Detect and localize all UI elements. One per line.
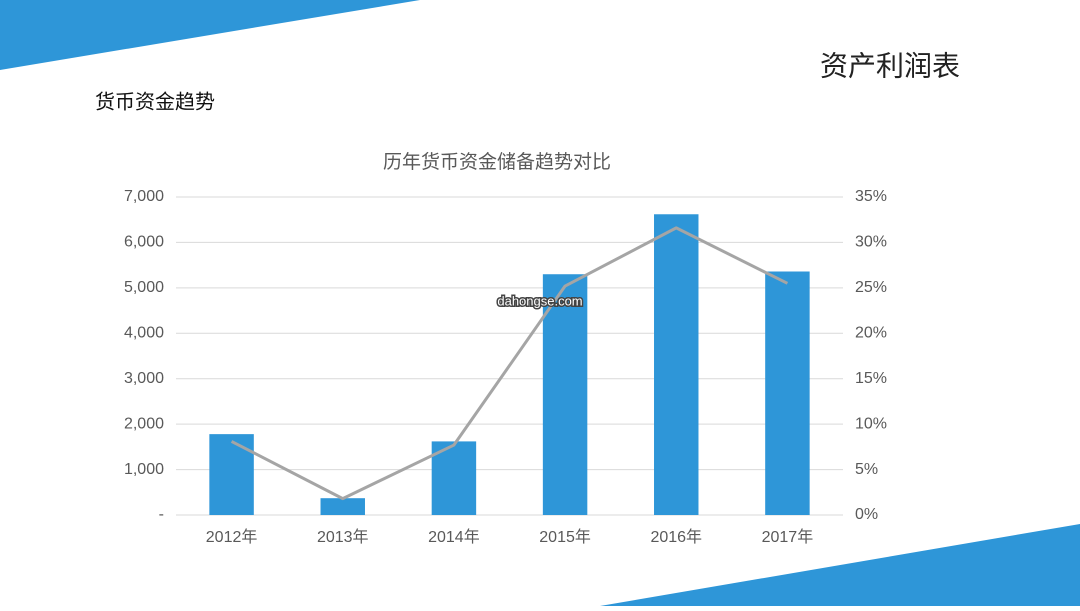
bar (542, 274, 588, 515)
x-tick-label: 2017年 (762, 528, 814, 546)
y-tick-label: - (159, 506, 164, 523)
y2-tick-label: 35% (855, 188, 887, 205)
y2-tick-label: 15% (855, 370, 887, 387)
section-title: 货币资金趋势 (95, 90, 215, 113)
y2-tick-label: 25% (855, 279, 887, 296)
y-tick-label: 1,000 (124, 461, 164, 478)
y2-tick-label: 5% (855, 461, 878, 478)
x-tick-label: 2015年 (539, 528, 591, 546)
watermark: dahongse.com (497, 293, 582, 308)
y2-tick-label: 20% (855, 325, 887, 342)
y2-tick-label: 30% (855, 234, 887, 251)
bar (654, 214, 699, 515)
x-tick-label: 2012年 (206, 528, 258, 546)
bar (765, 271, 810, 515)
x-tick-label: 2014年 (428, 528, 480, 546)
bar (320, 498, 365, 515)
y-tick-label: 3,000 (124, 370, 164, 387)
x-tick-label: 2016年 (650, 528, 702, 546)
page-title: 资产利润表 (820, 50, 960, 81)
y-tick-label: 6,000 (124, 234, 164, 251)
y-tick-label: 2,000 (124, 415, 164, 432)
chart-title: 历年货币资金储备趋势对比 (383, 151, 611, 173)
y-tick-label: 7,000 (124, 188, 164, 205)
y2-tick-label: 0% (855, 506, 878, 523)
decor-bottom (600, 524, 1080, 606)
decor-top (0, 0, 420, 70)
plot: - 1,000 2,000 3,000 4,000 5,000 6,000 7,000 0% 5%… (124, 188, 887, 546)
x-tick-label: 2013年 (317, 528, 369, 546)
y2-tick-label: 10% (855, 415, 887, 432)
y-tick-label: 4,000 (124, 325, 164, 342)
line (230, 226, 789, 501)
y-tick-label: 5,000 (124, 279, 164, 296)
bar (209, 434, 254, 515)
